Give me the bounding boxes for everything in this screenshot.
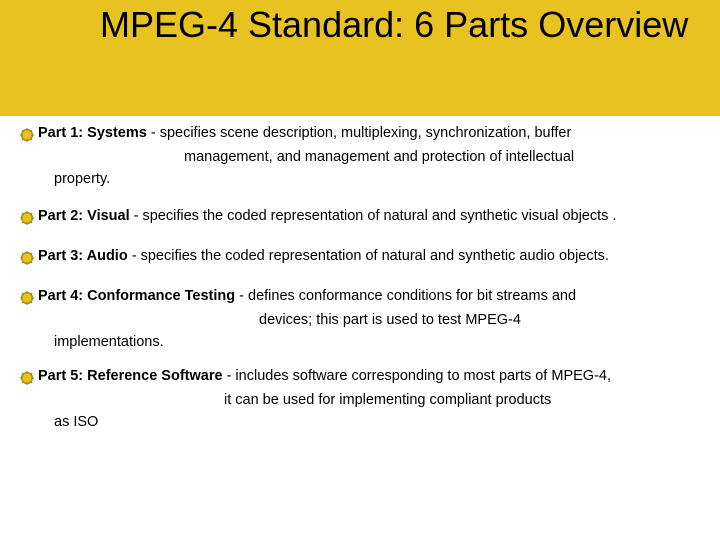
bullet-icon [16, 369, 38, 387]
item-continuation: management, and management and protectio… [54, 148, 706, 166]
item-rest: - specifies the coded representation of … [128, 248, 609, 264]
item-text: Part 2: Visual - specifies the coded rep… [38, 207, 706, 225]
item-continuation-tail: as ISO [54, 413, 706, 431]
item-continuation-tail: property. [54, 170, 706, 188]
content-area: Part 1: Systems - specifies scene descri… [16, 124, 706, 434]
item-bold: Part 1: Systems [38, 125, 147, 141]
title-band: MPEG-4 Standard: 6 Parts Overview [0, 0, 720, 116]
list-item: Part 3: Audio - specifies the coded repr… [16, 247, 706, 267]
item-text: Part 4: Conformance Testing - defines co… [38, 287, 706, 305]
bullet-icon [16, 249, 38, 267]
item-rest: - specifies scene description, multiplex… [147, 125, 571, 141]
bullet-icon [16, 126, 38, 144]
item-continuation: devices; this part is used to test MPEG-… [54, 311, 706, 329]
list-item: Part 4: Conformance Testing - defines co… [16, 287, 706, 307]
item-rest: - specifies the coded representation of … [130, 208, 617, 224]
list-item: Part 2: Visual - specifies the coded rep… [16, 207, 706, 227]
list-item: Part 5: Reference Software - includes so… [16, 367, 706, 387]
bullet-icon [16, 209, 38, 227]
item-rest: - includes software corresponding to mos… [223, 368, 611, 384]
item-text: Part 5: Reference Software - includes so… [38, 367, 706, 385]
item-bold: Part 4: Conformance Testing [38, 288, 235, 304]
list-item: Part 1: Systems - specifies scene descri… [16, 124, 706, 144]
item-text: Part 3: Audio - specifies the coded repr… [38, 247, 706, 265]
item-bold: Part 5: Reference Software [38, 368, 223, 384]
item-continuation-tail: implementations. [54, 333, 706, 351]
item-bold: Part 2: Visual [38, 208, 130, 224]
item-rest: - defines conformance conditions for bit… [235, 288, 576, 304]
bullet-icon [16, 289, 38, 307]
page-title: MPEG-4 Standard: 6 Parts Overview [100, 5, 720, 45]
item-continuation: it can be used for implementing complian… [54, 391, 706, 409]
item-text: Part 1: Systems - specifies scene descri… [38, 124, 706, 142]
item-bold: Part 3: Audio [38, 248, 128, 264]
